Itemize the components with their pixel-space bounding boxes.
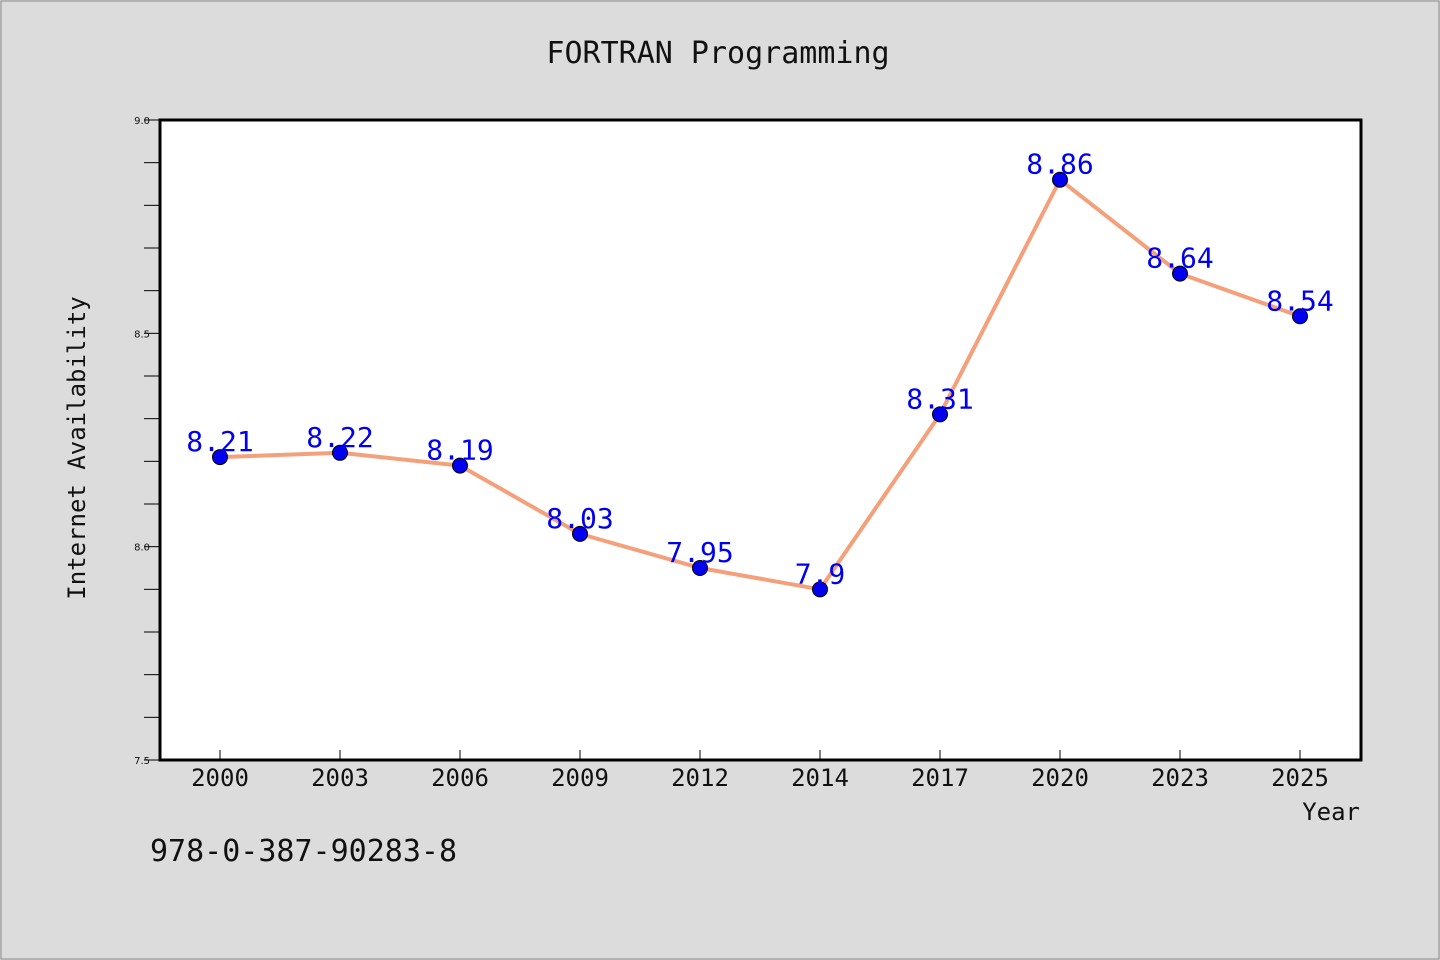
data-labels: 8.21 8.22 8.19 8.03 7.95 7.9 8.31 8.86 8.64 8.54	[186, 148, 1333, 591]
data-label: 7.9	[795, 557, 846, 590]
data-points	[212, 171, 1308, 598]
data-label: 8.31	[906, 382, 973, 415]
x-tick-label: 2003	[311, 764, 369, 792]
data-point	[332, 444, 348, 461]
x-tick-label: 2025	[1271, 764, 1329, 792]
data-point	[572, 525, 588, 542]
data-label: 8.21	[186, 425, 253, 458]
plot-area	[158, 118, 1363, 762]
data-point	[212, 449, 228, 466]
data-point	[1292, 308, 1308, 325]
x-tick-label: 2009	[551, 764, 609, 792]
data-point	[692, 560, 708, 576]
data-label: 8.86	[1026, 148, 1093, 181]
x-axis: 2000 2003 2006 2009 2012 2014 2017 2020 2023 2025	[191, 750, 1329, 792]
y-tick-label: 8.0	[134, 543, 150, 554]
x-tick-label: 2014	[791, 764, 849, 792]
data-label: 8.19	[426, 434, 493, 467]
data-label: 7.95	[666, 536, 733, 569]
y-axis-label: Internet Availability	[63, 296, 91, 599]
y-tick-label: 9.0	[134, 116, 150, 127]
data-point	[932, 406, 948, 423]
x-tick-label: 2006	[431, 764, 489, 792]
y-tick-label: 8.5	[134, 329, 150, 340]
x-tick-label: 2020	[1031, 764, 1089, 792]
x-tick-label: 2017	[911, 764, 969, 792]
isbn-code: 978-0-387-90283-8	[150, 834, 458, 869]
y-axis: 7.5 8.0 8.5 9.0	[134, 116, 160, 767]
data-label: 8.64	[1146, 242, 1213, 275]
data-point	[812, 581, 828, 598]
y-tick-label: 7.5	[134, 756, 150, 767]
series-line	[219, 177, 1301, 592]
x-tick-label: 2000	[191, 764, 249, 792]
chart-title: FORTRAN Programming	[546, 36, 889, 71]
series-line-group	[219, 177, 1301, 592]
data-point	[1052, 171, 1068, 188]
x-axis-label: Year	[1302, 798, 1360, 826]
data-label: 8.54	[1266, 284, 1333, 317]
data-point	[1172, 265, 1188, 282]
x-tick-label: 2012	[671, 764, 729, 792]
x-tick-label: 2023	[1151, 764, 1209, 792]
data-point	[452, 457, 468, 474]
data-label: 8.03	[546, 502, 613, 535]
data-label: 8.22	[306, 421, 373, 454]
